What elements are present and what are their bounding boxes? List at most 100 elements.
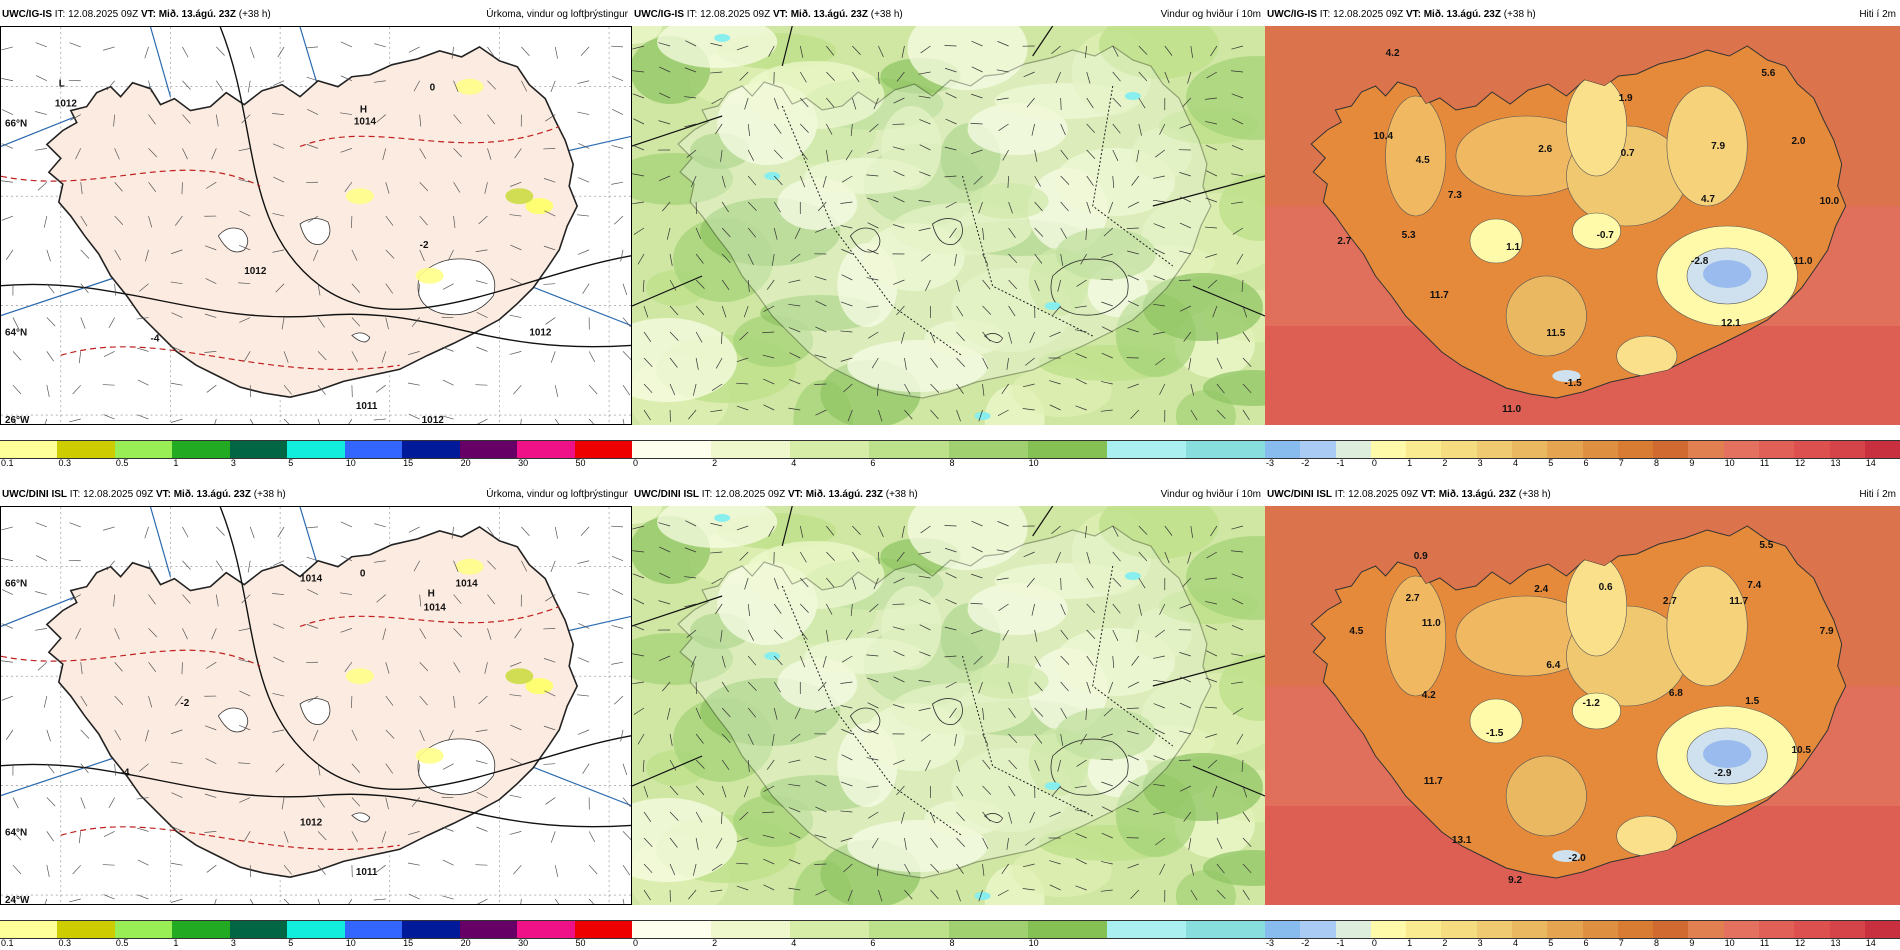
scale-swatch	[402, 441, 460, 458]
panel-title: Hiti í 2m	[1859, 9, 1896, 20]
scale-labels: 0.1 0.3 0.5 1 3 5 10 15 20 30 50	[0, 938, 632, 950]
map-value-label: 6.8	[1669, 688, 1683, 699]
panel-header: UWC/IG-IS IT: 12.08.2025 09Z VT: Mið. 13…	[1265, 5, 1900, 25]
scale-tick-label: 0.1	[1, 938, 14, 948]
scale-swatch	[344, 921, 403, 938]
scale-tick-label: -3	[1266, 458, 1275, 468]
color-scale	[1265, 920, 1900, 939]
scale-tick-label: 10	[1724, 938, 1735, 948]
scale-tick-label: 3	[1477, 938, 1483, 948]
panel-bottom-precip: UWC/DINI ISL IT: 12.08.2025 09Z VT: Mið.…	[0, 485, 632, 950]
init-time: IT: 12.08.2025 09Z	[52, 9, 141, 20]
scale-swatch	[1441, 921, 1477, 938]
scale-swatch	[1547, 441, 1583, 458]
scale-swatch	[1582, 441, 1618, 458]
color-scale	[0, 440, 632, 459]
scale-tick-label: 10	[1028, 458, 1039, 468]
map-value-label: -4	[121, 768, 130, 779]
scale-tick-label: 6	[1583, 938, 1589, 948]
scale-tick-label: 0.3	[58, 938, 71, 948]
scale-swatch	[790, 441, 870, 458]
scale-tick-label: 4	[1512, 458, 1518, 468]
map-value-label: 9.2	[1508, 875, 1522, 886]
map-value-label: 1012	[529, 327, 552, 338]
map-value-label: -1.2	[1583, 698, 1601, 709]
map-value-label: 5.5	[1759, 540, 1773, 551]
panel-bottom-wind: UWC/DINI ISL IT: 12.08.2025 09Z VT: Mið.…	[632, 485, 1265, 950]
map-value-label: 11.0	[1502, 404, 1521, 415]
map-value-label: -4	[151, 333, 160, 344]
scale-tick-label: 3	[1477, 458, 1483, 468]
map-value-label: 2.0	[1791, 136, 1805, 147]
panel-header: UWC/IG-IS IT: 12.08.2025 09Z VT: Mið. 13…	[632, 5, 1265, 25]
map-value-label: 6.4	[1546, 660, 1560, 671]
scale-swatch	[0, 921, 58, 938]
valid-label: VT:	[155, 489, 171, 500]
scale-swatch	[1582, 921, 1618, 938]
map-value-label: 10.5	[1791, 745, 1811, 756]
scale-swatch	[1027, 921, 1107, 938]
scale-tick-label: 6	[870, 938, 876, 948]
panel-title: Úrkoma, vindur og loftþrýstingur	[486, 489, 628, 500]
map-value-label: 0	[430, 83, 436, 94]
scale-swatch	[1829, 921, 1865, 938]
panel-header: UWC/DINI ISL IT: 12.08.2025 09Z VT: Mið.…	[0, 485, 632, 505]
scale-swatch	[402, 921, 460, 938]
scale-tick-label: 0.5	[115, 458, 129, 468]
map-value-label: -2	[420, 240, 429, 251]
map-value-label: 0.6	[1599, 582, 1613, 593]
scale-tick-label: 0.3	[58, 458, 71, 468]
scale-tick-label: 50	[575, 938, 586, 948]
map-value-label: 11.7	[1430, 290, 1449, 301]
scale-swatch	[948, 441, 1028, 458]
scale-tick-label: 3	[230, 458, 236, 468]
map-value-label: 0.7	[1621, 148, 1635, 159]
map-value-label: H	[360, 105, 367, 116]
scale-tick-label: 0	[633, 938, 639, 948]
valid-time: Mið. 13.ágú. 23Z	[170, 489, 251, 500]
scale-swatch	[229, 921, 288, 938]
scale-swatch	[1547, 921, 1583, 938]
map-value-label: 2.7	[1337, 236, 1351, 247]
valid-label: VT:	[787, 489, 803, 500]
scale-tick-label: 5	[288, 938, 294, 948]
scale-swatch	[948, 921, 1028, 938]
scale-tick-label: 3	[230, 938, 236, 948]
map-value-label: 1.5	[1745, 696, 1759, 707]
lead-time: (+38 h)	[867, 9, 903, 20]
map-value-label: 4.2	[1422, 690, 1436, 701]
map-value-label: 7.9	[1711, 141, 1725, 152]
map-value-label: 1014	[456, 579, 479, 590]
panel-title: Vindur og hviður í 10m	[1160, 9, 1261, 20]
map-area: L 1012 H 1014 1012 1012 1011 1012 0 -2 -4 66°N 64°N 2…	[0, 26, 632, 425]
scale-tick-label: 2	[1442, 458, 1448, 468]
map-value-label: 4.2	[1386, 48, 1400, 59]
scale-swatch	[1864, 921, 1900, 938]
scale-tick-label: 1	[173, 938, 179, 948]
map-value-label: 7.4	[1747, 580, 1761, 591]
scale-swatch	[229, 441, 288, 458]
scale-tick-label: 8	[949, 458, 955, 468]
scale-tick-label: 2	[712, 458, 718, 468]
scale-tick-label: 10	[1028, 938, 1039, 948]
scale-tick-label: 30	[518, 938, 529, 948]
scale-swatch	[869, 921, 949, 938]
scale-labels: 0 2 4 6 8 10	[632, 938, 1265, 950]
scale-tick-label: 1	[1407, 938, 1413, 948]
map-value-label: 2.6	[1538, 144, 1552, 155]
panel-title: Hiti í 2m	[1859, 489, 1896, 500]
map-value-label: 5.3	[1402, 230, 1416, 241]
valid-time: Mið. 13.ágú. 23Z	[787, 9, 868, 20]
map-area	[632, 506, 1265, 905]
map-value-label: 66°N	[5, 119, 27, 130]
map-area: 4.2 5.6 1.9 10.4 4.5 2.6 0.7 7.9 2.0 7.3 4.7 10.0 5.…	[1265, 26, 1900, 425]
scale-swatch	[1441, 441, 1477, 458]
scale-swatch	[1027, 441, 1107, 458]
map-value-label: 5.6	[1761, 68, 1775, 79]
scale-swatch	[517, 441, 575, 458]
scale-tick-label: 13	[1830, 458, 1841, 468]
scale-swatch	[1723, 441, 1759, 458]
scale-tick-label: 11	[1759, 458, 1770, 468]
scale-swatch	[632, 921, 712, 938]
map-value-label: 1012	[422, 415, 445, 424]
